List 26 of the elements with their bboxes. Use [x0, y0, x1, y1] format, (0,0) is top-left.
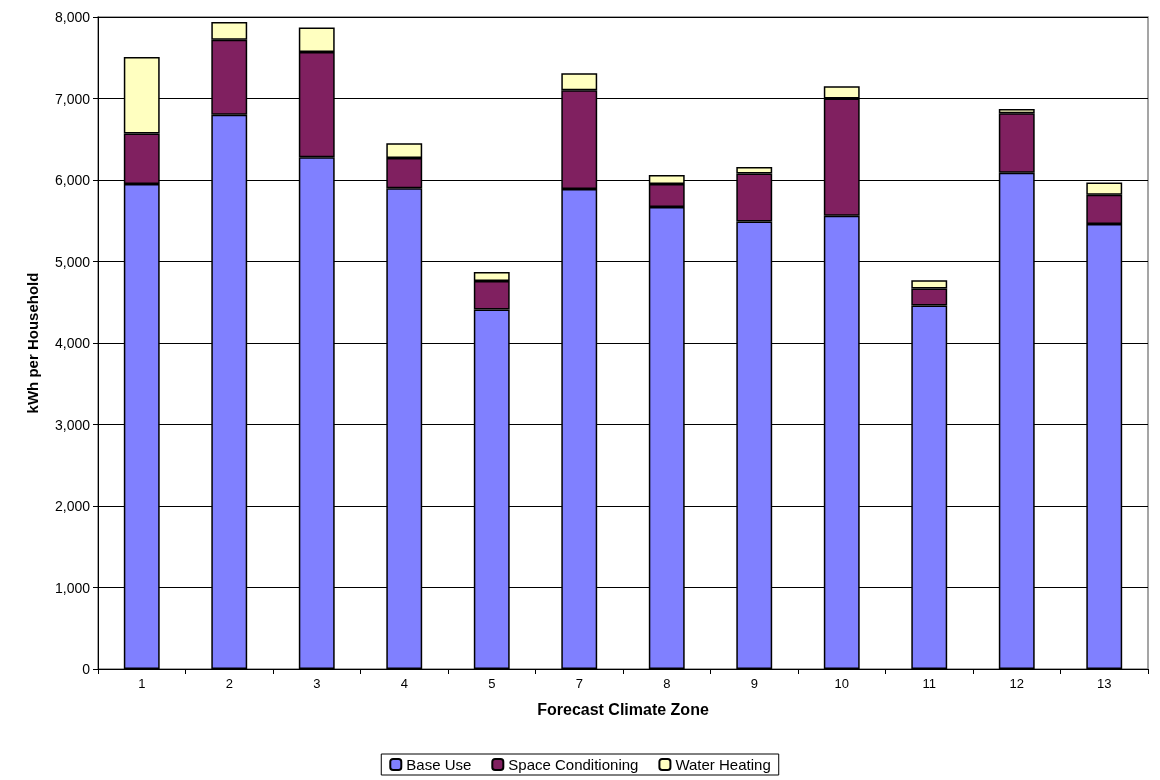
x-axis-title: Forecast Climate Zone: [537, 700, 709, 718]
y-tick-label: 5,000: [54, 253, 91, 270]
y-tick-label: 6,000: [54, 172, 91, 188]
x-tick-label: 5: [488, 676, 496, 691]
x-tick-label: 4: [400, 676, 408, 691]
y-tick-label: 4,000: [54, 335, 91, 351]
x-tick-label: 3: [313, 676, 321, 691]
y-tick-label: 8,000: [54, 9, 91, 25]
x-tick-label: 10: [834, 676, 849, 691]
legend-label: Space Conditioning: [508, 756, 639, 773]
x-tick-label: 1: [138, 676, 146, 691]
y-tick-label: 7,000: [54, 90, 91, 107]
x-tick-label: 13: [1097, 676, 1112, 691]
y-tick-label: 0: [82, 661, 91, 677]
x-tick-label: 11: [922, 676, 936, 691]
y-axis-title: kWh per Household: [24, 272, 41, 414]
legend-label: Base Use: [406, 756, 472, 773]
y-tick-label: 3,000: [54, 416, 91, 433]
x-tick-label: 7: [575, 676, 583, 691]
legend-label: Water Heating: [675, 756, 771, 773]
x-tick-label: 2: [225, 676, 233, 691]
x-tick-label: 9: [750, 676, 758, 691]
y-tick-label: 1,000: [54, 579, 91, 596]
x-tick-label: 12: [1009, 676, 1024, 691]
x-tick-label: 8: [663, 676, 671, 691]
y-tick-label: 2,000: [54, 498, 91, 514]
